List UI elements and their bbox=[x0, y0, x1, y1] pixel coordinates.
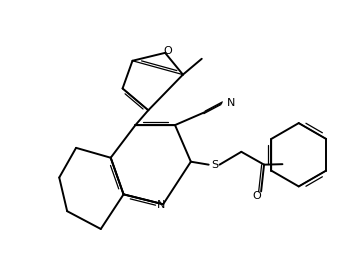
Text: S: S bbox=[211, 160, 218, 170]
Text: N: N bbox=[227, 98, 235, 108]
Text: O: O bbox=[253, 191, 262, 201]
Text: O: O bbox=[164, 46, 172, 56]
Text: N: N bbox=[157, 200, 165, 210]
